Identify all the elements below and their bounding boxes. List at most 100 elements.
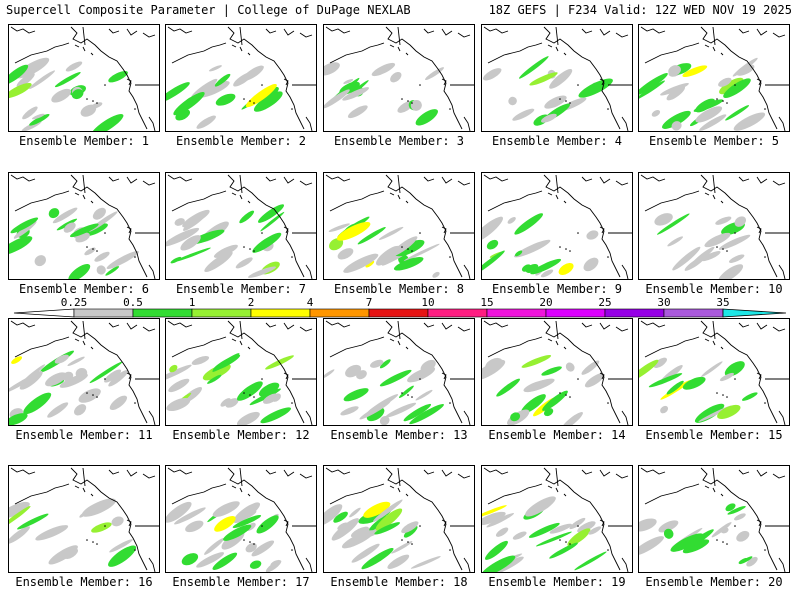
coastline — [265, 322, 313, 332]
colorbar-segment — [604, 308, 665, 318]
scp-contour-blob — [738, 557, 748, 564]
scp-contour-blob — [639, 536, 664, 556]
coastline — [704, 44, 724, 56]
scp-contour-blob — [204, 251, 233, 273]
coastline — [640, 174, 666, 182]
scp-contour-blob — [549, 69, 573, 89]
coastline — [74, 192, 94, 204]
scp-contour-blob — [728, 254, 745, 263]
colorbar-segment — [545, 308, 606, 318]
coastline — [397, 467, 401, 487]
scp-contour-blob — [561, 412, 583, 425]
scp-contour-blob — [390, 71, 402, 83]
coastline — [704, 192, 724, 204]
map-svg — [482, 174, 632, 279]
island — [134, 402, 136, 404]
coastline — [171, 336, 227, 358]
scp-contour-blob — [736, 530, 750, 542]
island — [411, 543, 413, 545]
scp-contour-blob — [403, 525, 418, 538]
scp-contour-blob — [235, 257, 253, 269]
coastline — [644, 336, 700, 358]
ensemble-member-map — [8, 172, 160, 280]
scp-contour-blob — [9, 236, 33, 255]
scp-contour-blob — [717, 404, 741, 419]
island — [92, 541, 94, 543]
scp-contour-blob — [639, 518, 657, 532]
scp-contour-blob — [270, 559, 281, 567]
map-svg — [324, 320, 474, 425]
island — [577, 84, 579, 86]
scp-contour-blob — [482, 555, 516, 572]
island — [419, 525, 421, 527]
member-label: Ensemble Member: 20 — [645, 575, 783, 589]
island — [569, 250, 571, 252]
scp-contour-blob — [518, 56, 549, 79]
coastline — [305, 557, 313, 572]
island — [253, 102, 255, 104]
scp-contour-blob — [725, 105, 750, 121]
coastline — [14, 42, 70, 64]
scp-contour-blob — [379, 369, 412, 387]
scp-contour-blob — [379, 415, 390, 425]
coastline — [778, 116, 786, 131]
coastline — [738, 322, 786, 332]
scp-contour-blob — [11, 356, 23, 364]
colorbar-tick-label: 0.25 — [61, 296, 88, 309]
island — [716, 539, 718, 541]
scp-contour-blob — [694, 403, 725, 423]
island — [559, 539, 561, 541]
coastline — [463, 264, 471, 279]
map-svg — [9, 174, 159, 279]
island — [291, 108, 293, 110]
coastline — [329, 42, 385, 64]
scp-contour-blob — [410, 99, 422, 111]
coastline — [283, 226, 289, 234]
scp-contour-blob — [59, 373, 88, 388]
island — [577, 232, 579, 234]
member-label: Ensemble Member: 6 — [18, 282, 150, 296]
scp-contour-blob — [385, 402, 417, 418]
scp-contour-blob — [514, 239, 551, 258]
scp-contour-blob — [485, 540, 508, 560]
scp-contour-blob — [639, 359, 659, 381]
island — [134, 108, 136, 110]
scp-contour-blob — [654, 213, 673, 226]
scp-contour-blob — [166, 227, 200, 247]
coastline — [325, 320, 351, 328]
island — [401, 539, 403, 541]
scp-contour-blob — [214, 73, 231, 87]
member-label: Ensemble Member: 13 — [330, 428, 468, 442]
scp-contour-blob — [212, 353, 240, 372]
scp-contour-blob — [723, 78, 751, 98]
island — [243, 539, 245, 541]
coastline — [581, 176, 629, 186]
island — [411, 102, 413, 104]
scp-contour-blob — [363, 501, 391, 518]
coastline — [126, 226, 132, 234]
colorbar-segment — [427, 308, 488, 318]
island — [734, 232, 736, 234]
island — [104, 378, 106, 380]
island — [559, 392, 561, 394]
coastline — [70, 26, 148, 130]
ensemble-member-map — [323, 318, 475, 426]
island — [726, 396, 728, 398]
coastline — [738, 176, 786, 186]
scp-contour-blob — [700, 361, 723, 378]
coastline — [397, 174, 401, 194]
scp-contour-blob — [237, 381, 263, 401]
coastline — [231, 192, 251, 204]
coastline — [547, 338, 567, 350]
scp-contour-blob — [711, 522, 732, 538]
coastline — [778, 410, 786, 425]
scp-contour-blob — [366, 394, 399, 414]
colorbar-segment — [132, 308, 193, 318]
scp-contour-blob — [104, 369, 122, 383]
coastline — [385, 174, 463, 278]
scp-contour-blob — [181, 553, 199, 566]
coastline — [644, 42, 700, 64]
scp-contour-blob — [736, 64, 755, 76]
island — [577, 525, 579, 527]
island — [764, 256, 766, 258]
